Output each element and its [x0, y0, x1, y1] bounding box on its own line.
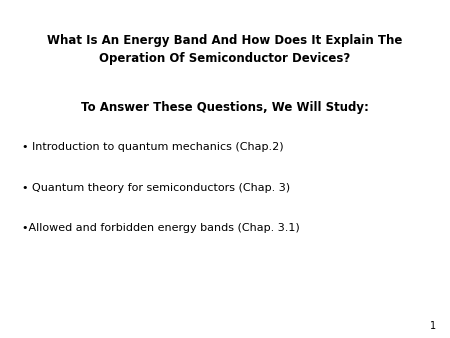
Text: 1: 1	[430, 321, 436, 331]
Text: What Is An Energy Band And How Does It Explain The
Operation Of Semiconductor De: What Is An Energy Band And How Does It E…	[47, 34, 403, 65]
Text: • Quantum theory for semiconductors (Chap. 3): • Quantum theory for semiconductors (Cha…	[22, 183, 291, 193]
Text: •Allowed and forbidden energy bands (Chap. 3.1): •Allowed and forbidden energy bands (Cha…	[22, 223, 300, 233]
Text: To Answer These Questions, We Will Study:: To Answer These Questions, We Will Study…	[81, 101, 369, 114]
Text: • Introduction to quantum mechanics (Chap.2): • Introduction to quantum mechanics (Cha…	[22, 142, 284, 152]
